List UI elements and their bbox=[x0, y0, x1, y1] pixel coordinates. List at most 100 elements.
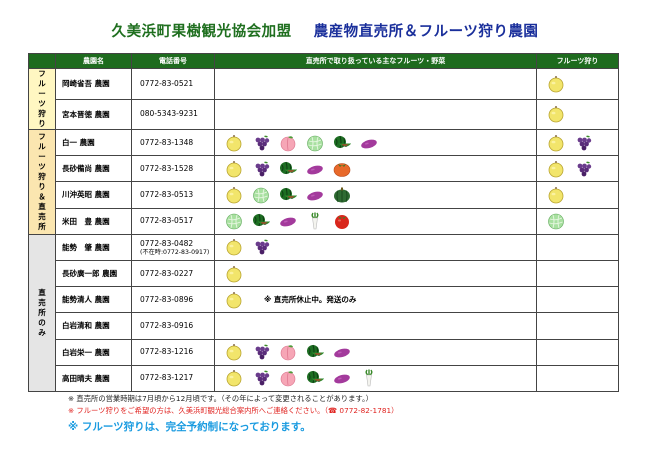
produce-cell bbox=[214, 128, 537, 157]
pear-icon bbox=[547, 105, 565, 123]
sweetpotato-icon bbox=[306, 160, 324, 178]
phone-main: 0772-83-0227 bbox=[140, 268, 194, 278]
watermelon-icon bbox=[252, 212, 271, 230]
table-row: フルーツ狩り＆直売所 白一 農園 0772-83-1348 bbox=[28, 128, 619, 235]
grape-icon bbox=[574, 160, 592, 178]
grape-icon bbox=[252, 238, 270, 256]
phone-number: 0772-83-1216 bbox=[131, 338, 215, 366]
table-row: 宮本晋徳 農園 080-5343-9231 bbox=[29, 98, 619, 130]
picking-cell bbox=[536, 98, 619, 130]
produce-cell bbox=[214, 233, 537, 261]
category-label: 直売所のみ bbox=[38, 287, 46, 337]
produce-cell bbox=[214, 155, 537, 183]
picking-cell bbox=[536, 207, 619, 235]
grape-icon bbox=[252, 134, 270, 152]
phone-number: 0772-83-1217 bbox=[131, 364, 215, 392]
category-c1: フルーツ狩り bbox=[28, 68, 56, 130]
phone-main: 080-5343-9231 bbox=[140, 109, 198, 119]
phone-main: 0772-83-0513 bbox=[140, 189, 194, 199]
radish-icon bbox=[306, 212, 324, 230]
farm-name: 宮本晋徳 農園 bbox=[55, 98, 132, 130]
table-row: 高田晴夫 農園 0772-83-1217 bbox=[29, 364, 619, 392]
pear-icon bbox=[225, 238, 243, 256]
phone-number: 0772-83-0896 bbox=[131, 286, 215, 314]
phone-main: 0772-83-0916 bbox=[140, 320, 194, 330]
farm-name: 川沖英昭 農園 bbox=[55, 181, 132, 209]
farm-name: 岡崎省吾 農園 bbox=[55, 68, 132, 100]
pear-icon bbox=[225, 291, 243, 309]
grape-icon bbox=[252, 160, 270, 178]
farm-name: 長砂廣一郎 農園 bbox=[55, 259, 132, 288]
phone-main: 0772-83-0521 bbox=[140, 78, 194, 88]
phone-number: 0772-83-1528 bbox=[131, 155, 215, 183]
header-picking: フルーツ狩り bbox=[536, 53, 619, 69]
sweetpotato-icon bbox=[306, 186, 324, 204]
footer-note-contact: ※ フルーツ狩りをご希望の方は、久美浜町観光総合案内所へご連絡ください。（☎ 0… bbox=[68, 406, 399, 415]
produce-cell bbox=[214, 312, 537, 340]
phone-number: 0772-83-0521 bbox=[131, 68, 215, 100]
phone-main: 0772-83-0896 bbox=[140, 294, 194, 304]
phone-number: 0772-83-0227 bbox=[131, 259, 215, 288]
picking-cell bbox=[536, 155, 619, 183]
farm-name: 米田 豊 農園 bbox=[55, 207, 132, 235]
farm-name: 長砂備尚 農園 bbox=[55, 155, 132, 183]
farm-name: 白一 農園 bbox=[55, 128, 132, 157]
radish-icon bbox=[360, 369, 378, 387]
table-header-row: 農園名 電話番号 直売所で取り扱っている主なフルーツ・野菜 フルーツ狩り bbox=[28, 53, 619, 69]
phone-number: 080-5343-9231 bbox=[131, 98, 215, 130]
phone-number: 0772-83-0513 bbox=[131, 181, 215, 209]
footer-note-season: ※ 直売所の営業時期は7月頃から12月頃です。（その年によって変更されることがあ… bbox=[68, 394, 373, 403]
produce-cell: ※ 直売所休止中。発送のみ bbox=[214, 286, 537, 314]
pear-icon bbox=[225, 134, 243, 152]
peach-icon bbox=[279, 369, 297, 387]
header-produce: 直売所で取り扱っている主なフルーツ・野菜 bbox=[214, 53, 537, 69]
grape-icon bbox=[252, 343, 270, 361]
phone-main: 0772-83-0517 bbox=[140, 216, 194, 226]
melon-icon bbox=[225, 212, 243, 230]
picking-cell bbox=[536, 181, 619, 209]
picking-cell bbox=[536, 68, 619, 100]
footer-note-reservation: ※ フルーツ狩りは、完全予約制になっております。 bbox=[68, 421, 311, 433]
table-row: 長砂備尚 農園 0772-83-1528 bbox=[29, 155, 619, 183]
watermelon-icon bbox=[306, 369, 325, 387]
melon-icon bbox=[547, 212, 565, 230]
title-main: 久美浜町果樹観光協会加盟 bbox=[111, 24, 292, 40]
sweetpotato-icon bbox=[360, 134, 378, 152]
sweetpotato-icon bbox=[333, 369, 351, 387]
pear-icon bbox=[547, 75, 565, 93]
category-label: フルーツ狩り bbox=[38, 69, 46, 128]
picking-cell bbox=[536, 128, 619, 157]
header-farm: 農園名 bbox=[55, 53, 132, 69]
produce-cell bbox=[214, 338, 537, 366]
table-row: 白岩栄一 農園 0772-83-1216 bbox=[29, 338, 619, 366]
sweetpotato-icon bbox=[279, 212, 297, 230]
farm-name: 白岩清和 農園 bbox=[55, 312, 132, 340]
header-phone: 電話番号 bbox=[131, 53, 215, 69]
melon-icon bbox=[252, 186, 270, 204]
farm-name: 能勢 肇 農園 bbox=[55, 233, 132, 261]
pumpkin-icon bbox=[333, 186, 351, 204]
phone-main: 0772-83-1528 bbox=[140, 163, 194, 173]
produce-cell bbox=[214, 68, 537, 100]
picking-cell bbox=[536, 338, 619, 366]
phone-main: 0772-83-0482 bbox=[140, 238, 194, 248]
pear-icon bbox=[225, 265, 243, 283]
picking-cell bbox=[536, 364, 619, 392]
pear-icon bbox=[225, 160, 243, 178]
phone-main: 0772-83-1348 bbox=[140, 137, 194, 147]
watermelon-icon bbox=[306, 343, 325, 361]
picking-cell bbox=[536, 286, 619, 314]
category-label: フルーツ狩り＆直売所 bbox=[38, 131, 46, 231]
produce-cell bbox=[214, 181, 537, 209]
pear-icon bbox=[225, 369, 243, 387]
pear-icon bbox=[547, 186, 565, 204]
pear-icon bbox=[547, 134, 565, 152]
table-row: 川沖英昭 農園 0772-83-0513 bbox=[29, 181, 619, 209]
grape-icon bbox=[252, 369, 270, 387]
picking-cell bbox=[536, 312, 619, 340]
footer-notes: ※ 直売所の営業時期は7月頃から12月頃です。（その年によって変更されることがあ… bbox=[68, 393, 398, 433]
phone-number: 0772-83-0482 (不在時:0772-83-0917) bbox=[131, 233, 215, 261]
farm-name: 白岩栄一 農園 bbox=[55, 338, 132, 366]
produce-cell bbox=[214, 259, 537, 288]
peach-icon bbox=[279, 134, 297, 152]
